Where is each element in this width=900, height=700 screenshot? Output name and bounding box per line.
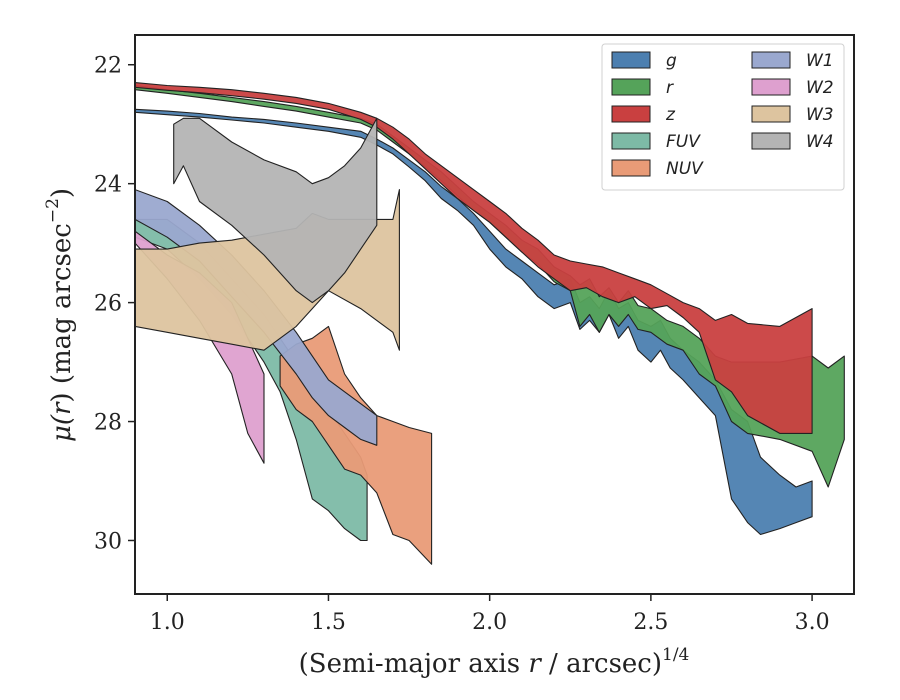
legend-label-g: g (666, 51, 677, 71)
legend-label-nuv: NUV (666, 159, 704, 179)
legend-swatch-z (611, 105, 651, 123)
legend-swatch-w1 (751, 51, 791, 69)
legend-label-z: z (665, 105, 676, 125)
x-axis-title: (Semi-major axis r / arcsec)1/4 (299, 645, 690, 679)
y-tick-label: 24 (94, 173, 122, 198)
legend-label-w2: W2 (806, 78, 834, 98)
legend-label-w3: W3 (806, 105, 834, 125)
legend-label-w1: W1 (806, 51, 834, 71)
band-g (135, 108, 813, 536)
y-axis-title: μ(r) (mag arcsec−2) (43, 188, 77, 442)
x-tick-label: 1.0 (150, 610, 185, 635)
x-tick-label: 3.0 (795, 610, 830, 635)
legend-swatch-w3 (751, 105, 791, 123)
y-tick-label: 28 (94, 411, 122, 436)
ticks-layer: 1.0 1.5 2.0 2.5 3.0 22 24 26 28 30 (94, 54, 830, 635)
y-tick-label: 26 (94, 292, 122, 317)
plot-frame (134, 34, 855, 595)
legend-label-fuv: FUV (666, 132, 701, 152)
legend-swatch-w4 (751, 132, 791, 150)
y-tick-label: 22 (94, 54, 122, 79)
legend-swatch-r (611, 78, 651, 96)
legend: grz FUV NUV W1 W2 W3 W4 (601, 43, 845, 191)
legend-swatch-nuv (611, 159, 651, 177)
band-w4 (173, 117, 378, 304)
legend-swatch-g (611, 51, 651, 69)
legend-label-w4: W4 (806, 132, 834, 152)
x-tick-label: 1.5 (311, 610, 346, 635)
legend-label-r: r (666, 78, 674, 98)
x-tick-label: 2.0 (472, 610, 507, 635)
x-tick-label: 2.5 (633, 610, 668, 635)
legend-swatch-fuv (611, 132, 651, 150)
legend-swatch-w2 (751, 78, 791, 96)
series-layer (135, 82, 845, 565)
band-z (135, 82, 813, 434)
y-tick-label: 30 (94, 529, 122, 554)
